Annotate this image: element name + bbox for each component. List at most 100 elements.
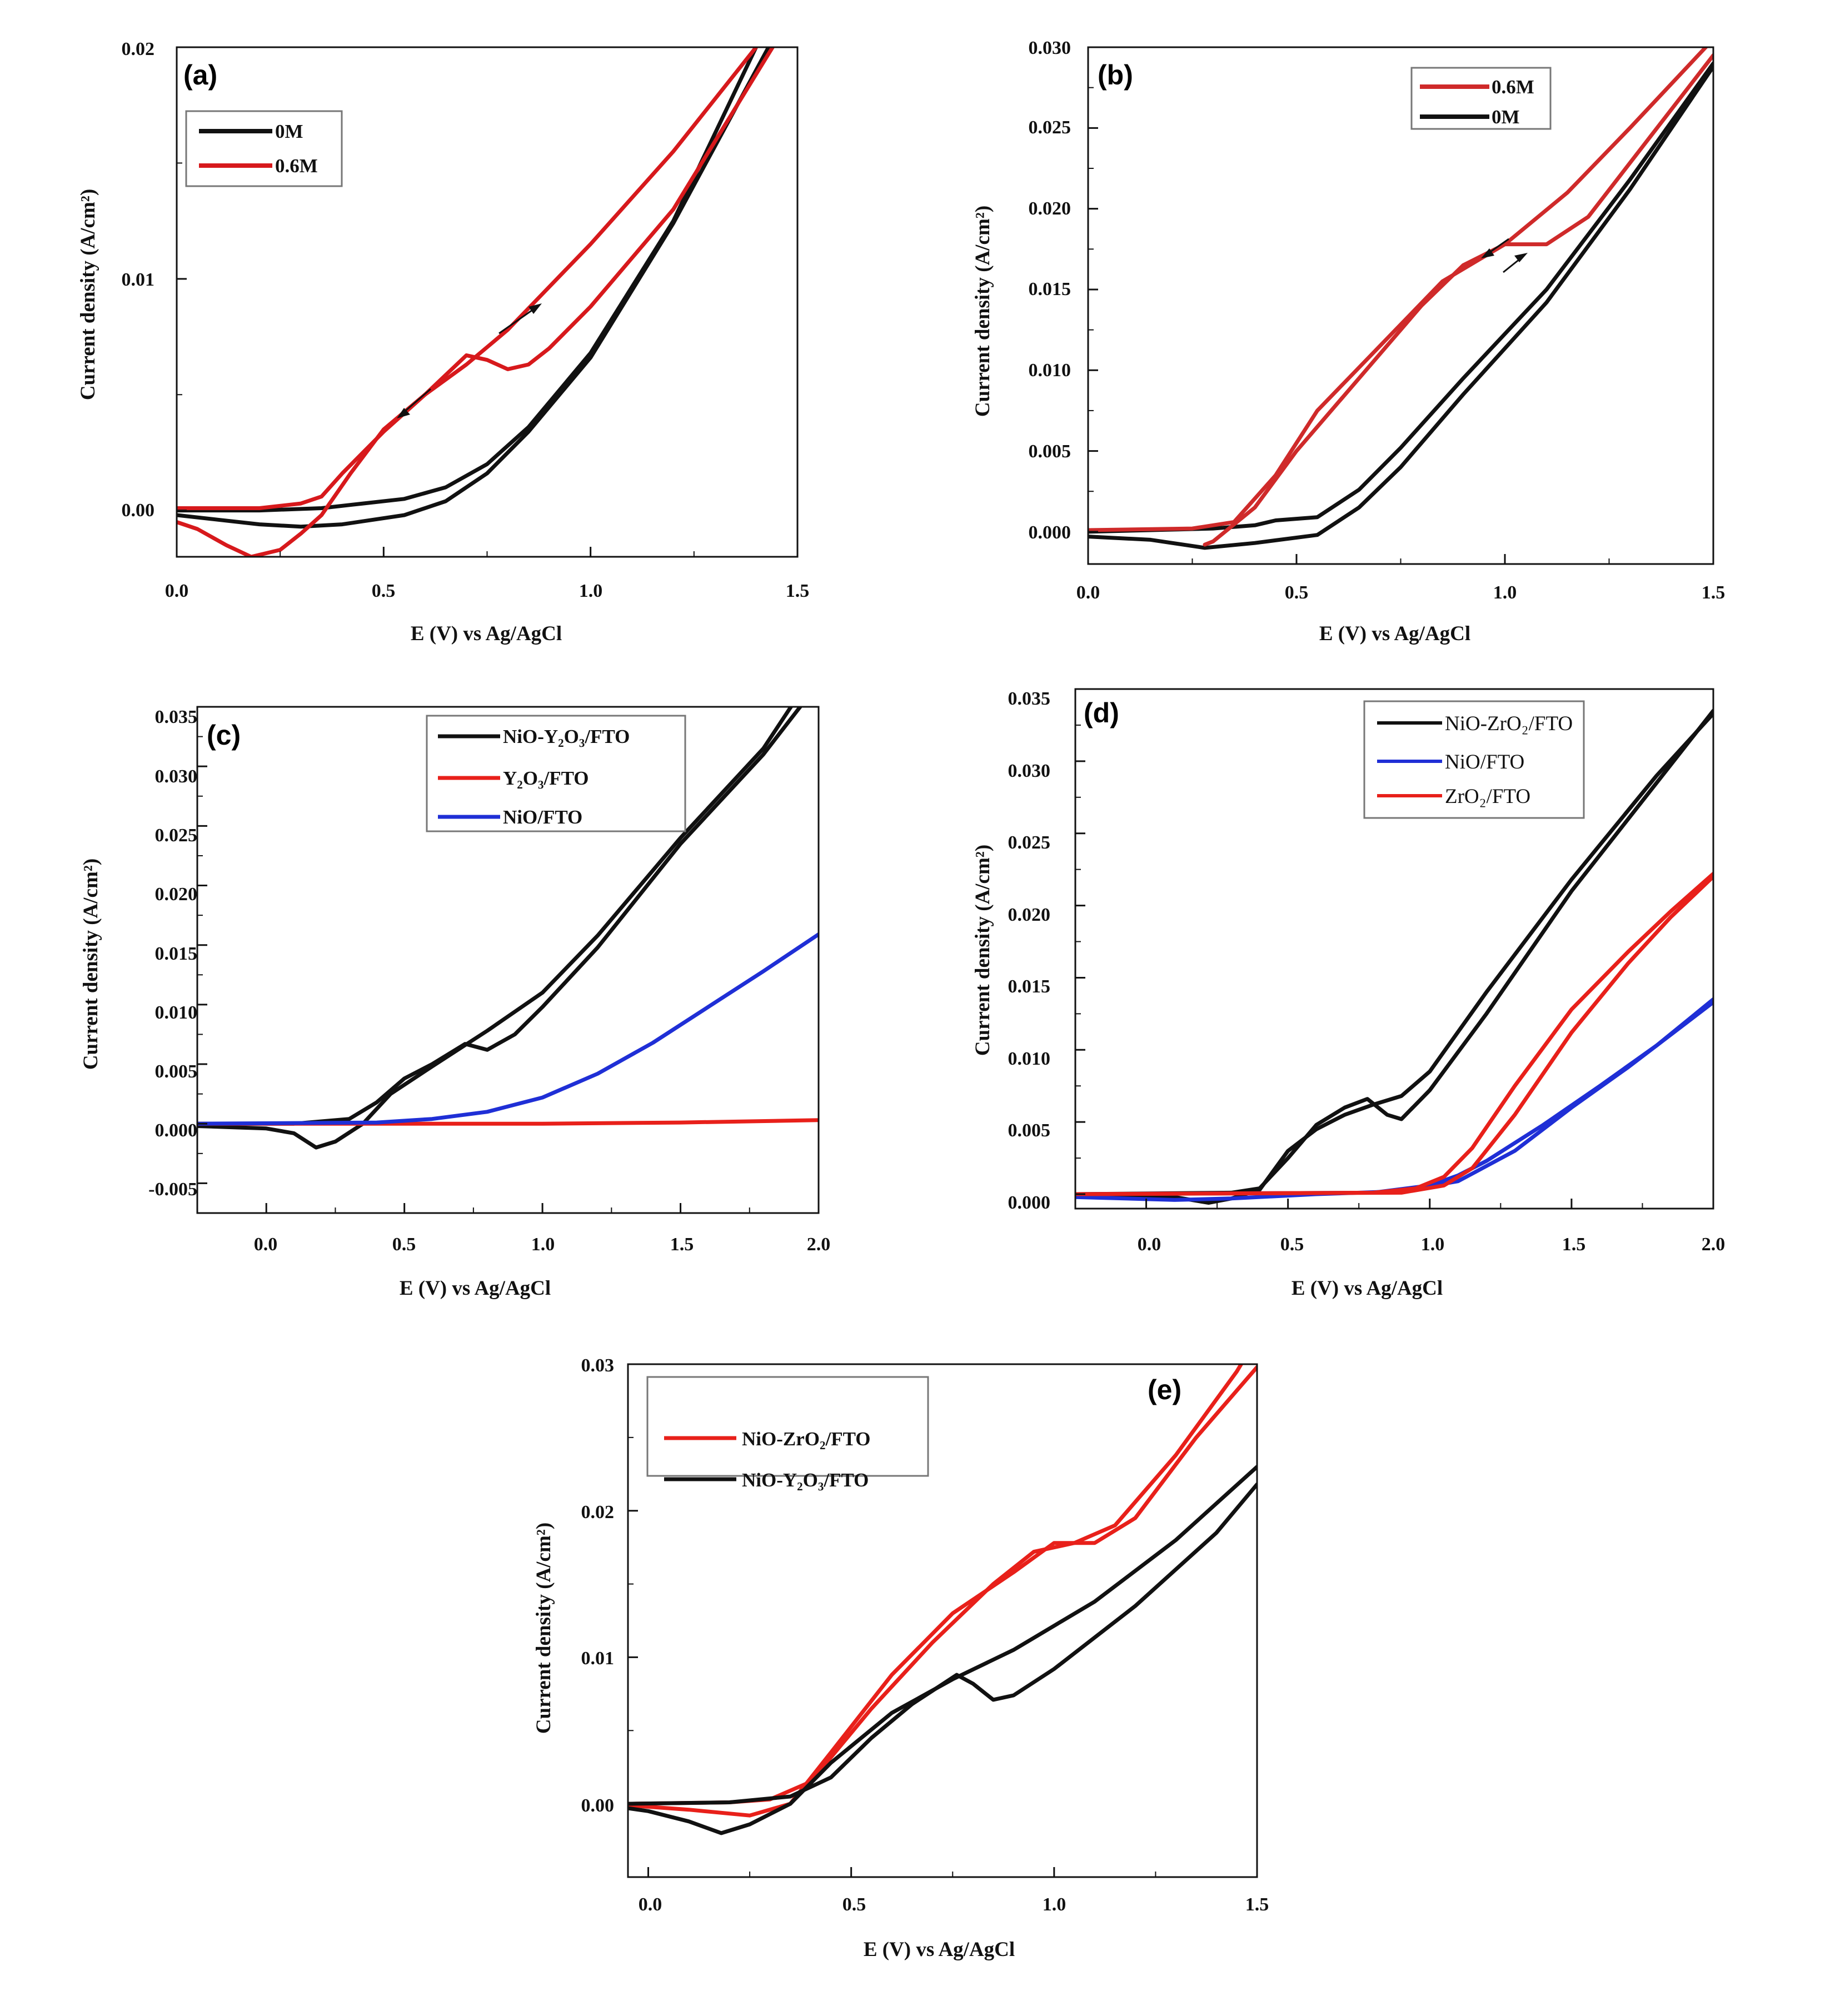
panel-d-series-group: [1075, 708, 1713, 1205]
panel-e-legend-label-0: NiO-ZrO₂/FTO: [742, 1428, 871, 1450]
panel-a-ytick-mid: 0.01: [122, 270, 155, 290]
panel-c-ytick-4: 0.015: [155, 944, 198, 964]
panel-a-ytick-top: 0.02: [122, 39, 155, 59]
panel-e-plot-area: [627, 1363, 1258, 1878]
panel-c-ytick-6: 0.025: [155, 825, 198, 846]
panel-a-xtick-0: 0.0: [165, 581, 189, 601]
panel-a-xtick-1: 0.5: [372, 581, 396, 601]
panel-d-xtick-1: 0.5: [1280, 1234, 1304, 1255]
panel-a-series-group: [177, 47, 775, 557]
panel-a-legend: 0M 0.6M: [185, 110, 343, 187]
panel-b-ytick-3: 0.015: [1029, 279, 1071, 300]
panel-a-label: (a): [183, 59, 217, 91]
panel-d-ylabel: Current density (A/cm²): [971, 845, 994, 1056]
panel-c-series-3: [197, 932, 819, 1126]
panel-a-series-1: [177, 47, 771, 529]
panel-d-series-4: [1075, 871, 1713, 1196]
panel-e-xtick-0: 0.0: [639, 1894, 662, 1915]
panel-e-series-3: [628, 1465, 1257, 1835]
panel-c-frame: [196, 706, 820, 1214]
panel-d-ytick-6: 0.030: [1008, 761, 1051, 781]
panel-b-legend-label-1: 0M: [1492, 106, 1520, 128]
panel-a-xlabel: E (V) vs Ag/AgCl: [411, 622, 562, 645]
panel-b-arrow-back: [1481, 238, 1509, 258]
panel-b-series-0: [1088, 61, 1713, 534]
panel-a-series-0: [177, 47, 758, 513]
panel-e-xtick-1: 0.5: [842, 1894, 866, 1915]
panel-a-series-3: [177, 47, 758, 557]
panel-a-series-2: [177, 47, 775, 510]
panel-a-xtick-3: 1.5: [786, 581, 810, 601]
panel-c-ytick-8: 0.035: [155, 707, 198, 727]
panel-d-xlabel: E (V) vs Ag/AgCl: [1292, 1277, 1443, 1300]
panel-d-ytick-4: 0.020: [1008, 905, 1051, 925]
panel-d-legend: NiO-ZrO₂/FTO NiO/FTO ZrO₂/FTO: [1363, 700, 1585, 819]
panel-a-legend-label-0: 0M: [275, 121, 303, 142]
panel-e-series-1: [628, 1365, 1257, 1818]
panel-c-xtick-0: 0.0: [254, 1234, 278, 1255]
panel-a: 0.02 0.01 0.00 0.0 0.5 1.0 1.5 E (V) vs …: [77, 39, 809, 645]
panel-e-frame: [627, 1363, 1258, 1878]
panel-c-legend-label-1: Y₂O₃/FTO: [503, 767, 589, 789]
panel-c-series-group: [197, 707, 819, 1150]
panel-c-ytick-1: 0.000: [155, 1120, 198, 1141]
panel-a-arrow-back: [397, 388, 431, 418]
panel-d-legend-label-2: ZrO₂/FTO: [1445, 785, 1530, 808]
panel-c: -0.005 0.000 0.005 0.010 0.015 0.020 0.0…: [79, 706, 831, 1300]
panel-d-ytick-3: 0.015: [1008, 976, 1051, 997]
panel-b-ytick-0: 0.000: [1029, 522, 1071, 543]
panel-e-series-group: [628, 1364, 1257, 1835]
panel-d-ytick-0: 0.000: [1008, 1192, 1051, 1213]
panel-b-series-1: [1088, 64, 1713, 550]
panel-a-ytick-zero: 0.00: [122, 500, 155, 521]
panel-c-legend-label-2: NiO/FTO: [503, 806, 582, 828]
panel-c-legend: NiO-Y₂O₃/FTO Y₂O₃/FTO NiO/FTO: [426, 715, 686, 832]
panel-e-ylabel: Current density (A/cm²): [532, 1523, 555, 1734]
panel-c-ytick-5: 0.020: [155, 884, 198, 905]
panel-c-xtick-2: 1.0: [531, 1234, 555, 1255]
panel-e-series-2: [628, 1482, 1257, 1806]
panel-e-label: (e): [1148, 1374, 1181, 1405]
panel-e-ytick-3: 0.03: [581, 1355, 615, 1376]
panel-e-xlabel: E (V) vs Ag/AgCl: [864, 1938, 1015, 1961]
panel-d-ytick-2: 0.010: [1008, 1049, 1051, 1069]
panel-d-legend-label-0: NiO-ZrO₂/FTO: [1445, 712, 1573, 735]
panel-b-ytick-1: 0.005: [1029, 441, 1071, 462]
panel-c-xtick-1: 0.5: [392, 1234, 416, 1255]
panel-b-xlabel: E (V) vs Ag/AgCl: [1319, 622, 1470, 645]
panel-c-ytick-0: -0.005: [148, 1179, 197, 1200]
panel-b-ytick-2: 0.010: [1029, 360, 1071, 381]
panel-c-ytick-7: 0.030: [155, 766, 198, 787]
panel-c-ylabel: Current density (A/cm²): [79, 859, 102, 1070]
panel-d-xtick-2: 1.0: [1421, 1234, 1445, 1255]
panel-b-ytick-6: 0.030: [1029, 38, 1071, 58]
panel-d-series-3: [1075, 1000, 1713, 1202]
panel-d-series-5: [1075, 875, 1713, 1196]
panel-b-label: (b): [1098, 59, 1133, 91]
panel-b-legend-label-0: 0.6M: [1492, 76, 1534, 98]
panel-e-legend-label-1: NiO-Y₂O₃/FTO: [742, 1469, 869, 1491]
panel-b-xtick-0: 0.0: [1076, 582, 1100, 603]
panel-b-ylabel: Current density (A/cm²): [971, 206, 994, 417]
panel-c-plot-area: [196, 706, 820, 1214]
panel-c-label: (c): [207, 720, 241, 751]
panel-d-label: (d): [1084, 697, 1119, 728]
panel-b-ytick-4: 0.020: [1029, 198, 1071, 219]
panel-d-xtick-3: 1.5: [1562, 1234, 1586, 1255]
panel-e-ytick-0: 0.00: [581, 1795, 615, 1816]
panel-d-ytick-5: 0.025: [1008, 832, 1051, 853]
panel-e-xtick-3: 1.5: [1245, 1894, 1269, 1915]
panel-d-xtick-4: 2.0: [1702, 1234, 1726, 1255]
panel-c-legend-label-0: NiO-Y₂O₃/FTO: [503, 726, 630, 747]
panel-b-xtick-1: 0.5: [1285, 582, 1309, 603]
panel-c-xtick-4: 2.0: [807, 1234, 831, 1255]
panel-e-ytick-2: 0.02: [581, 1502, 615, 1523]
panel-b-series-group: [1088, 47, 1713, 550]
panel-c-ytick-2: 0.005: [155, 1061, 198, 1082]
panel-d-plot-area: [1074, 688, 1714, 1210]
panel-a-arrow-forward: [498, 303, 542, 335]
panel-a-xtick-2: 1.0: [579, 581, 603, 601]
panel-e-legend-box: [646, 1376, 929, 1477]
